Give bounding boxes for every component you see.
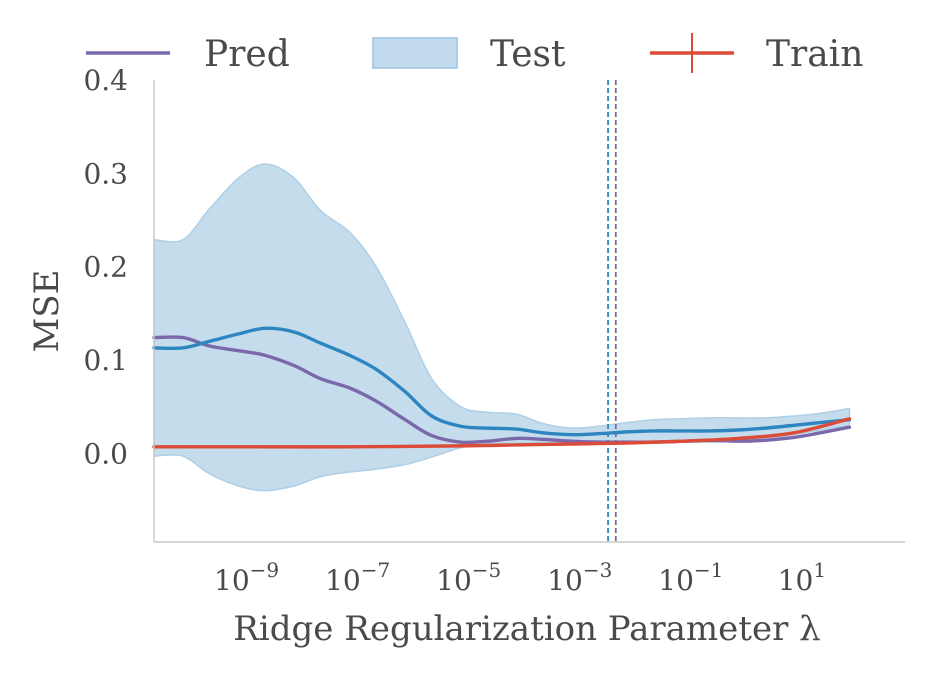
reference-lines [607,80,617,542]
test-band [153,163,851,492]
x-tick-label: 10−1 [658,558,723,597]
y-axis-label: MSE [27,270,67,353]
y-tick-label: 0.0 [83,437,128,470]
legend: Pred Test Train [86,33,863,75]
legend-item-pred: Pred [86,34,290,75]
x-axis-label: Ridge Regularization Parameter λ [233,609,820,649]
legend-label: Train [766,34,863,75]
series-lines [152,326,852,449]
train-line [152,417,852,449]
y-tick-label: 0.2 [83,251,128,284]
test-line [152,326,852,437]
x-tick-labels: 10−9 10−7 10−5 10−3 10−1 101 [214,558,826,597]
x-tick-label: 10−5 [436,558,501,597]
legend-label: Pred [204,34,290,75]
x-tick-label: 10−9 [214,558,279,597]
legend-item-train: Train [650,33,863,75]
legend-swatch [372,37,458,69]
legend-label: Test [490,34,566,75]
y-tick-label: 0.4 [83,64,128,97]
legend-item-test: Test [372,34,566,75]
y-tick-label: 0.3 [83,157,128,190]
x-tick-label: 10−3 [547,558,612,597]
y-tick-labels: 0.0 0.1 0.2 0.3 0.4 [83,64,128,470]
y-tick-label: 0.1 [83,344,128,377]
pred-line [152,335,852,445]
x-tick-label: 10−7 [325,558,390,597]
axes [153,80,905,543]
confidence-bands [153,163,851,492]
x-tick-label: 101 [778,558,826,597]
